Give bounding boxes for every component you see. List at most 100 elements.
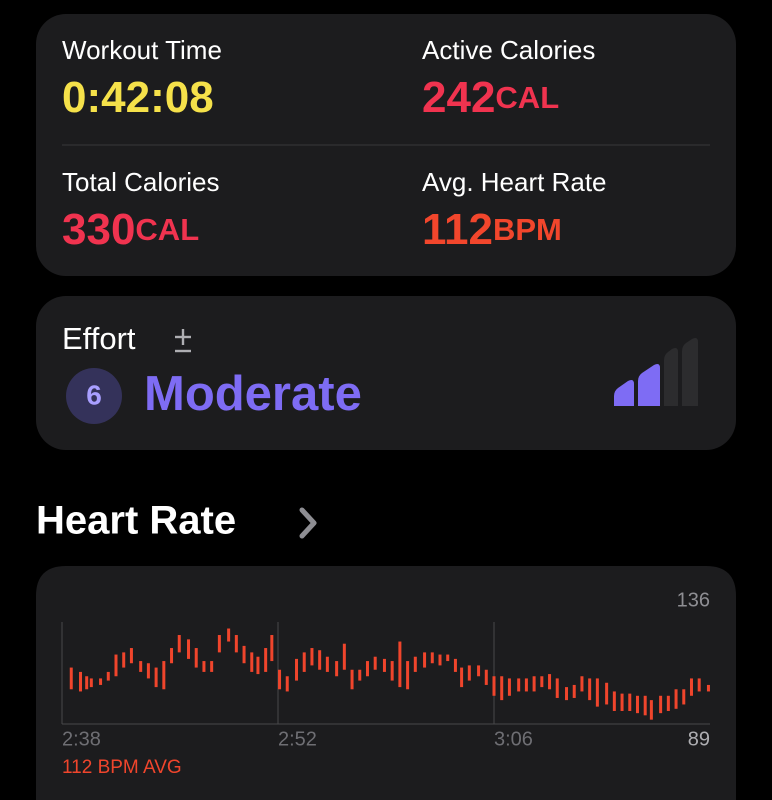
heart-rate-bar: [555, 678, 559, 698]
heart-rate-bar: [187, 639, 191, 659]
heart-rate-bar: [540, 676, 544, 688]
heart-rate-bar: [500, 676, 504, 701]
heart-rate-bar: [154, 667, 158, 688]
heart-rate-bar: [217, 635, 221, 653]
heart-rate-bar: [430, 652, 434, 664]
heart-rate-bar: [398, 641, 402, 688]
heart-rate-bar: [177, 635, 181, 653]
heart-rate-bar: [365, 661, 369, 677]
heart-rate-bar: [666, 695, 670, 711]
chart-subtitle: 112 BPM AVG: [62, 757, 182, 778]
heart-rate-bar: [162, 661, 166, 690]
heart-rate-bar: [649, 700, 653, 720]
heart-rate-bar: [358, 669, 362, 681]
heart-rate-bar: [595, 678, 599, 707]
heart-rate-bar: [643, 695, 647, 716]
metric-unit: BPM: [493, 212, 562, 247]
heart-rate-bar: [477, 665, 481, 677]
adjust-icon[interactable]: [175, 329, 191, 353]
heart-rate-bar: [689, 678, 693, 696]
heart-rate-bar: [588, 678, 592, 701]
heart-rate-bar: [99, 678, 103, 685]
effort-badge: [66, 368, 122, 424]
heart-rate-bar: [114, 654, 118, 677]
x-tick-label: 2:38: [62, 728, 101, 750]
effort-level: 6: [86, 379, 102, 410]
metric-value: 112BPM: [422, 205, 562, 254]
heart-rate-bar: [382, 658, 386, 672]
heart-rate-bar: [129, 648, 133, 664]
metric-label: Workout Time: [62, 35, 222, 65]
y-tick-label: 136: [677, 589, 710, 611]
metric-number: 242: [422, 73, 495, 122]
x-tick-label: 3:06: [494, 728, 533, 750]
heart-rate-bar: [227, 628, 231, 642]
heart-rate-bar: [373, 656, 377, 670]
heart-rate-bar: [697, 678, 701, 692]
heart-rate-bar: [467, 665, 471, 681]
section-title[interactable]: Heart Rate: [36, 499, 236, 543]
heart-rate-bar: [295, 658, 299, 681]
heart-rate-bar: [438, 654, 442, 666]
heart-rate-bar: [674, 689, 678, 709]
heart-rate-bar: [122, 652, 126, 668]
heart-rate-bar: [202, 661, 206, 672]
heart-rate-bar: [234, 635, 238, 653]
metric-unit: CAL: [495, 80, 559, 115]
heart-rate-bar: [256, 656, 260, 675]
metric-value: 330CAL: [62, 205, 199, 254]
heart-rate-bar: [264, 648, 268, 672]
heart-rate-bar: [79, 671, 83, 692]
heart-rate-bar: [85, 676, 89, 690]
heart-rate-bar: [659, 695, 663, 714]
effort-card[interactable]: [36, 296, 736, 450]
heart-rate-bar: [89, 678, 93, 688]
heart-rate-bar: [612, 691, 616, 711]
heart-rate-bar: [565, 687, 569, 701]
heart-rate-bar: [532, 676, 536, 692]
heart-rate-bar: [517, 678, 521, 692]
heart-rate-bar: [580, 676, 584, 692]
heart-rate-bar: [139, 661, 143, 672]
heart-rate-bar: [682, 689, 686, 705]
effort-label: Moderate: [144, 367, 362, 421]
heart-rate-bar: [628, 693, 632, 711]
heart-rate-bar: [106, 671, 110, 681]
chevron[interactable]: [299, 507, 317, 539]
heart-rate-bar: [210, 661, 214, 672]
heart-rate-bar: [605, 682, 609, 705]
heart-rate-bar: [413, 656, 417, 672]
metric-number: 112: [422, 205, 493, 254]
heart-rate-bar: [242, 645, 246, 664]
heart-rate-bar: [460, 667, 464, 688]
heart-rate-card[interactable]: [36, 566, 736, 800]
metric-label: Avg. Heart Rate: [422, 167, 607, 197]
heart-rate-bar: [310, 648, 314, 666]
metric-value: 0:42:08: [62, 73, 214, 122]
heart-rate-bar: [524, 678, 528, 692]
metric-number: 330: [62, 205, 135, 254]
heart-rate-bar: [423, 652, 427, 668]
heart-rate-bar: [270, 635, 274, 662]
heart-rate-bar: [492, 676, 496, 696]
heart-rate-bar: [342, 643, 346, 670]
effort-bars-icon: [614, 338, 698, 406]
heart-rate-bar: [170, 648, 174, 664]
heart-rate-bar: [548, 674, 552, 690]
metric-number: 0:42:08: [62, 73, 214, 122]
heart-rate-chart: 2:38 2:52 3:06 89 136: [61, 589, 710, 750]
metric-label: Total Calories: [62, 167, 220, 197]
heart-rate-bar: [318, 650, 322, 670]
heart-rate-bar: [146, 663, 150, 679]
heart-rate-bar: [507, 678, 511, 696]
heart-rate-bar: [335, 661, 339, 677]
y-tick-label: 89: [688, 728, 710, 750]
heart-rate-bar: [635, 695, 639, 714]
heart-rate-bar: [285, 676, 289, 692]
heart-rate-bar: [250, 652, 254, 672]
heart-rate-bar: [278, 669, 282, 690]
heart-rate-bar: [406, 661, 410, 690]
